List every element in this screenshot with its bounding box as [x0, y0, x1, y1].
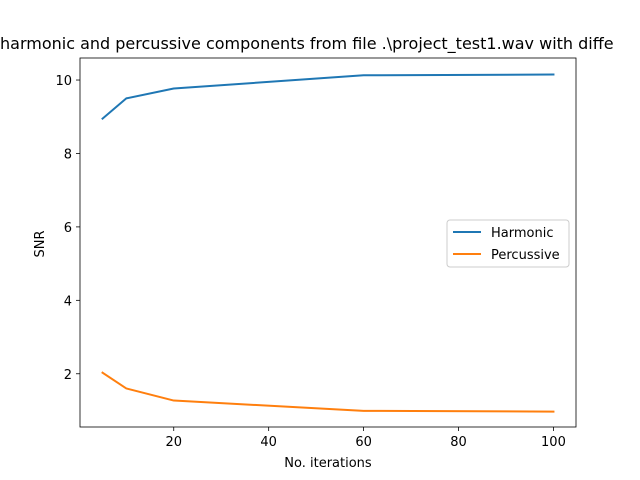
legend: Harmonic Percussive [446, 219, 570, 268]
x-tick-label: 60 [355, 435, 372, 450]
y-tick-label: 2 [64, 368, 72, 383]
y-tick-label: 8 [64, 147, 72, 162]
series-layer [101, 73, 555, 413]
x-axis: 20 40 60 80 100 [165, 427, 566, 450]
series-line-percussive [101, 371, 555, 413]
series-line-harmonic [101, 73, 555, 120]
chart-title: harmonic and percussive components from … [0, 34, 614, 54]
y-tick-label: 6 [64, 221, 72, 236]
x-tick-label: 40 [260, 435, 277, 450]
x-tick-label: 100 [541, 435, 566, 450]
y-tick-label: 4 [64, 294, 72, 309]
x-tick-label: 20 [165, 435, 182, 450]
y-tick-label: 10 [55, 74, 72, 89]
y-axis-label: SNR [33, 230, 48, 257]
x-axis-label: No. iterations [284, 456, 372, 471]
x-tick-label: 80 [450, 435, 467, 450]
legend-label-harmonic: Harmonic [491, 226, 553, 241]
y-axis: 2 4 6 8 10 [55, 74, 80, 383]
legend-label-percussive: Percussive [491, 248, 560, 263]
